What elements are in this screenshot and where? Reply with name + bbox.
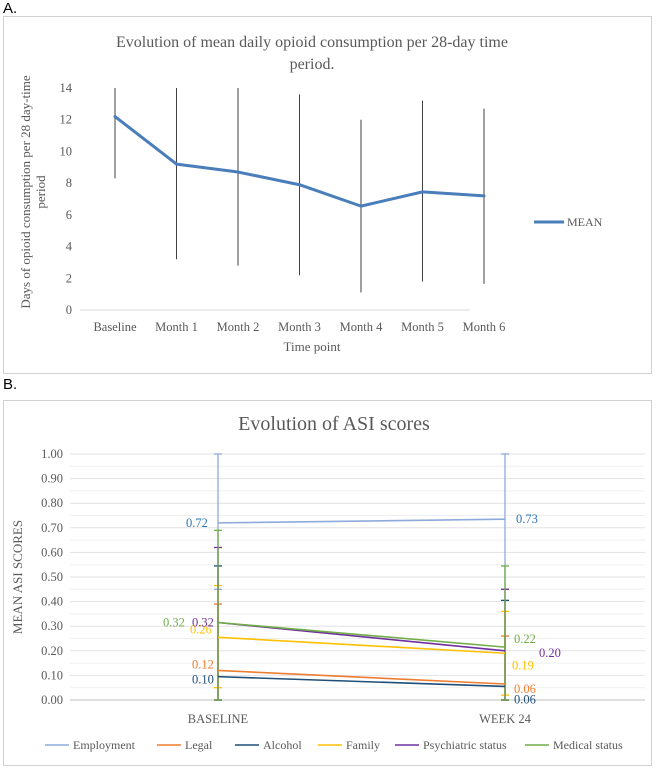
chart-a-x-tick: Month 1 — [155, 320, 198, 334]
chart-a-mean-point — [298, 183, 301, 187]
chart-b-y-tick: 0.80 — [41, 496, 63, 510]
panel-label-b: B. — [3, 376, 18, 393]
chart-b-data-label: 0.10 — [192, 673, 214, 687]
chart-a-y-label-line: Days of opioid consumption per 28 day-ti… — [18, 75, 33, 308]
chart-a-x-tick: Month 3 — [278, 320, 321, 334]
chart-a-y-tick: 8 — [66, 176, 72, 190]
chart-b-legend-label: Alcohol — [263, 738, 302, 752]
chart-b-data-label: 0.32 — [192, 616, 214, 630]
chart-b-series-line — [217, 636, 506, 655]
chart-a-y-tick: 2 — [66, 271, 72, 285]
chart-a-mean-point — [175, 162, 178, 166]
chart-a-y-label: Days of opioid consumption per 28 day-ti… — [18, 75, 48, 308]
chart-b-data-label: 0.06 — [514, 682, 536, 696]
chart-a-x-label: Time point — [284, 339, 341, 354]
chart-b-legend-label: Medical status — [553, 738, 623, 752]
chart-b-series-line — [217, 518, 506, 524]
chart-a-y-tick: 0 — [66, 303, 72, 317]
chart-a-x-tick: Month 2 — [217, 320, 260, 334]
chart-b-y-tick: 0.20 — [41, 644, 63, 658]
chart-a-mean-point — [421, 190, 424, 194]
chart-a-mean-point — [113, 115, 117, 119]
chart-b-x-tick: WEEK 24 — [479, 712, 531, 726]
chart-b-y-tick: 0.30 — [41, 619, 63, 633]
chart-a-legend-label: MEAN — [567, 215, 603, 229]
chart-a-y-tick: 6 — [66, 208, 72, 222]
chart-a-mean-point — [236, 170, 240, 174]
chart-b-y-tick: 1.00 — [41, 447, 63, 461]
chart-a-y-label-line: period — [33, 175, 48, 209]
chart-b-title: Evolution of ASI scores — [238, 413, 430, 435]
chart-b-data-label: 0.72 — [186, 516, 208, 530]
chart-a-x-tick: Baseline — [93, 320, 136, 334]
chart-b-legend-label: Employment — [73, 738, 136, 752]
panel-label-a: A. — [3, 0, 18, 17]
chart-a-y-tick: 4 — [66, 240, 73, 254]
chart-a-x-tick: Month 4 — [340, 320, 383, 334]
chart-b-series-line — [217, 669, 506, 685]
chart-a-x-tick: Month 5 — [401, 320, 444, 334]
chart-b-frame — [3, 400, 652, 766]
chart-b-y-tick: 0.90 — [41, 472, 63, 486]
chart-b-data-label: 0.06 — [514, 692, 536, 706]
chart-b-y-tick: 0.70 — [41, 521, 63, 535]
chart-b-x-tick: BASELINE — [188, 712, 249, 726]
chart-b-legend-label: Family — [346, 738, 380, 752]
chart-a-title-line: period. — [290, 56, 335, 73]
chart-b-data-label: 0.20 — [539, 646, 561, 660]
chart-b-y-tick: 0.40 — [41, 595, 63, 609]
chart-b-data-label: 0.12 — [192, 657, 214, 671]
chart-b-series-line — [217, 621, 506, 648]
chart-b-y-tick: 0.60 — [41, 545, 63, 559]
chart-b-data-label: 0.32 — [163, 616, 185, 630]
chart-b-y-label: MEAN ASI SCORES — [10, 520, 25, 634]
chart-b-y-tick: 0.00 — [41, 693, 63, 707]
chart-a-x-tick: Month 6 — [463, 320, 506, 334]
chart-b-y-tick: 0.10 — [41, 668, 63, 682]
chart-b-legend-label: Legal — [185, 738, 213, 752]
opioid-consumption-chart: Evolution of mean daily opioid consumpti… — [18, 34, 603, 354]
chart-a-mean-point — [482, 194, 486, 198]
chart-b-data-label: 0.26 — [190, 622, 212, 636]
chart-b-legend-label: Psychiatric status — [423, 738, 507, 752]
chart-a-y-tick: 10 — [60, 144, 73, 158]
chart-a-y-tick: 12 — [60, 113, 73, 127]
chart-b-data-label: 0.73 — [516, 512, 538, 526]
chart-a-title-line: Evolution of mean daily opioid consumpti… — [116, 34, 508, 51]
chart-b-data-label: 0.22 — [514, 632, 536, 646]
chart-b-y-tick: 0.50 — [41, 570, 63, 584]
chart-b-series-line — [217, 675, 506, 688]
chart-a-mean-point — [359, 204, 363, 208]
chart-b-data-label: 0.19 — [512, 658, 534, 672]
chart-a-y-tick: 14 — [60, 81, 73, 95]
